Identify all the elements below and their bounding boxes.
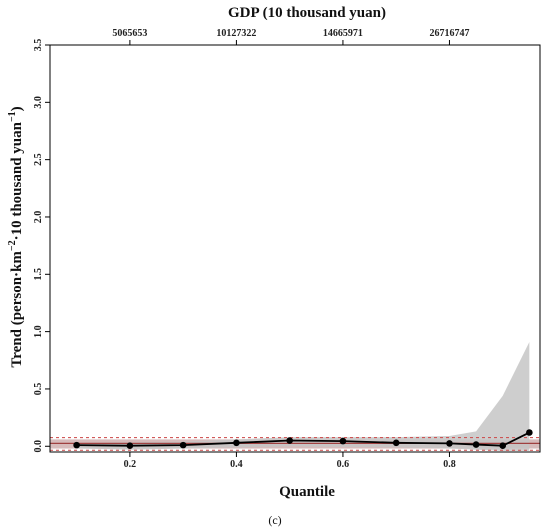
y-axis-title: Trend (person·km−2·10 thousand yuan−1) [7,106,25,367]
data-point-1 [73,441,80,449]
y-tick-label-8: 3.5 [33,39,44,52]
y-axis-title-mid: ·10 thousand yuan [9,121,25,240]
y-axis-title-sup2: −1 [7,111,18,122]
data-point-4 [233,439,240,447]
y-tick-label-5: 2.0 [33,211,44,224]
data-point-9 [472,441,480,448]
y-tick-label-4: 1.5 [33,268,44,281]
data-point-3 [179,441,187,449]
y-axis-title-end: ) [9,106,25,111]
y-tick-label-7: 3.0 [33,96,44,109]
data-point-7 [392,439,400,447]
top-tick-label-1: 5065653 [112,28,147,39]
data-point-2 [126,442,134,449]
y-tick-label-6: 2.5 [33,153,44,166]
plot-frame [49,44,541,453]
top-axis-title: GDP (10 thousand yuan) [228,5,386,21]
y-axis-title-main: Trend (person·km [9,251,25,368]
data-point-11 [526,429,533,436]
y-axis-title-sup1: −2 [7,240,18,251]
x-tick-label-3: 0.6 [337,459,350,470]
x-tick-label-4: 0.8 [443,459,456,470]
plot-area: 0.2 0.4 0.6 0.8 5065653 10127322 14665971 26716… [33,28,541,470]
figure-caption: (c) [268,513,281,527]
x-axis-title: Quantile [279,484,335,500]
top-tick-label-4: 26716747 [429,28,469,39]
data-point-8 [446,440,453,447]
x-tick-label-1: 0.2 [124,459,137,470]
x-tick-label-2: 0.4 [230,459,243,470]
y-tick-label-2: 0.5 [33,383,44,396]
top-tick-label-3: 14665971 [323,28,363,39]
top-tick-label-2: 10127322 [216,28,256,39]
y-tick-label-3: 1.0 [33,325,44,338]
data-point-10 [499,442,507,449]
data-point-5 [286,437,293,444]
confidence-band [76,341,530,451]
data-point-6 [339,437,347,445]
y-tick-label-1: 0.0 [33,440,44,453]
